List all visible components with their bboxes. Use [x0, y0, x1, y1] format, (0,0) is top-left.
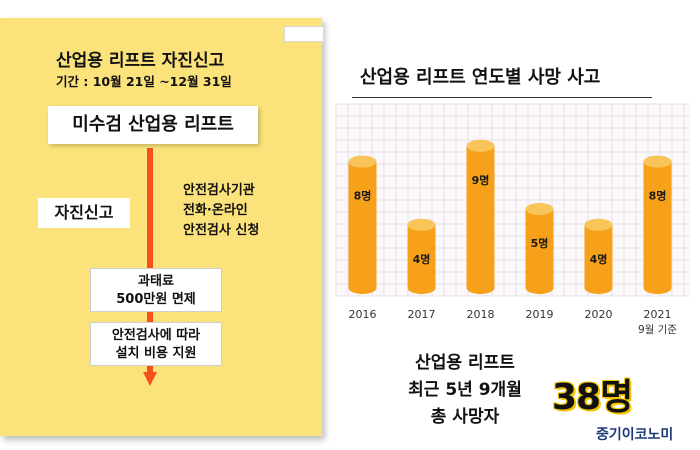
value-label-2020: 4명 — [590, 252, 608, 266]
bar-top-2020 — [584, 218, 613, 231]
bar-2020 — [584, 224, 613, 288]
category-label-2019: 2019 — [526, 308, 554, 321]
report-period: 기간 : 10월 21일 ~12월 31일 — [56, 74, 232, 89]
cost-support-box: 안전검사에 따라 설치 비용 지원 — [90, 322, 222, 366]
value-label-2017: 4명 — [413, 252, 431, 266]
panel-title: 산업용 리프트 자진신고 — [56, 51, 225, 71]
bar-2021 — [643, 161, 672, 288]
bar-base-2020 — [584, 282, 613, 294]
summary-text: 산업용 리프트 최근 5년 9개월 총 사망자 — [390, 350, 540, 431]
flow-arrow-head-icon — [143, 372, 157, 386]
chart-labels: 8명 2016 4명 2017 9명 2018 5명 2019 4명 2020 8명 2021 9월 기… — [349, 173, 678, 336]
fine-line-2: 500만원 면제 — [116, 292, 196, 307]
bar-top-2016 — [348, 155, 377, 168]
summary-line-1: 산업용 리프트 — [415, 353, 515, 373]
chart-grid — [335, 103, 690, 297]
bar-top-2018 — [466, 139, 495, 152]
bar-top-2021 — [643, 155, 672, 168]
support-line-2: 설치 비용 지원 — [115, 346, 197, 361]
category-sublabel-2021: 9월 기준 — [638, 324, 677, 336]
bar-base-2018 — [466, 282, 495, 294]
total-deaths: 38명 — [552, 377, 633, 418]
self-report-box: 자진신고 — [38, 198, 130, 228]
bar-base-2021 — [643, 282, 672, 294]
value-label-2018: 9명 — [472, 173, 490, 187]
bar-base-2019 — [525, 282, 554, 294]
bar-top-2017 — [407, 218, 436, 231]
bar-base-2017 — [407, 282, 436, 294]
bar-2019 — [525, 209, 554, 288]
bar-base-2016 — [348, 282, 377, 294]
brand-logo: 중기이코노미 — [596, 427, 674, 443]
category-label-2018: 2018 — [467, 308, 495, 321]
value-label-2016: 8명 — [354, 189, 372, 203]
category-label-2017: 2017 — [408, 308, 436, 321]
category-label-2016: 2016 — [349, 308, 377, 321]
summary-line-2: 최근 5년 9개월 — [408, 380, 522, 400]
category-label-2021: 2021 — [644, 308, 672, 321]
category-label-2020: 2020 — [585, 308, 613, 321]
chart-title: 산업용 리프트 연도별 사망 사고 — [360, 67, 601, 88]
fine-line-1: 과태료 — [138, 274, 174, 289]
bar-2016 — [348, 161, 377, 288]
value-label-2021: 8명 — [649, 189, 667, 203]
chart-bars — [348, 139, 672, 294]
method-line-2: 전화·온라인 — [183, 203, 248, 218]
method-line-1: 안전검사기관 — [183, 183, 255, 198]
panel-tab — [284, 26, 324, 42]
bar-top-2019 — [525, 203, 554, 215]
value-label-2019: 5명 — [531, 236, 549, 250]
summary-line-3: 총 사망자 — [430, 407, 500, 427]
application-methods: 안전검사기관 전화·온라인 안전검사 신청 — [183, 181, 259, 241]
chart-title-underline — [352, 97, 652, 98]
fine-exemption-box: 과태료 500만원 면제 — [90, 268, 222, 312]
uninspected-lift-box: 미수검 산업용 리프트 — [48, 106, 258, 144]
flow-arrow-line — [147, 148, 153, 374]
support-line-1: 안전검사에 따라 — [111, 328, 201, 343]
method-line-3: 안전검사 신청 — [183, 223, 260, 238]
bar-2017 — [407, 224, 436, 288]
bar-2018 — [466, 145, 495, 288]
